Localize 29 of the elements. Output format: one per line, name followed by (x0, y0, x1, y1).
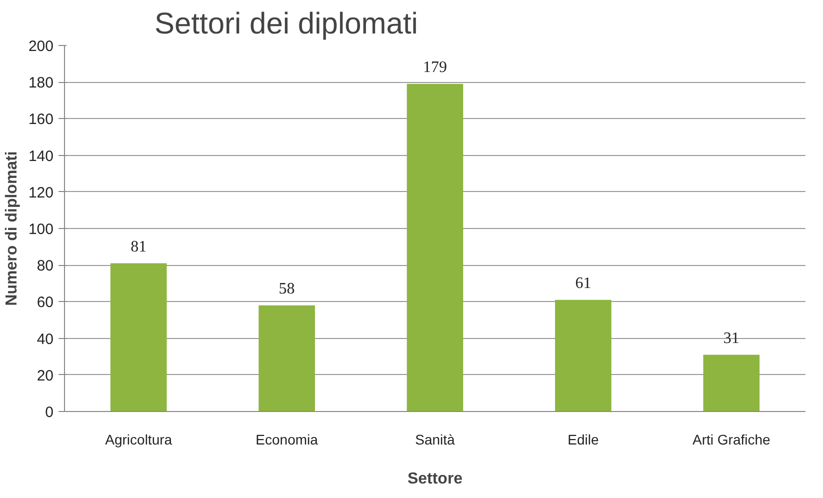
y-tick-label: 0 (45, 404, 54, 421)
chart-title: Settori dei diplomati (154, 8, 418, 40)
y-tick-label: 140 (28, 148, 54, 165)
y-axis-title: Numero di diplomati (3, 151, 20, 306)
data-label: 81 (130, 238, 147, 256)
bar (110, 263, 167, 412)
y-tick-label: 160 (28, 111, 54, 128)
y-tick-label: 60 (36, 294, 54, 312)
y-tick-label: 20 (36, 367, 54, 384)
x-axis-title: Settore (407, 470, 463, 488)
x-tick-label: Sanità (415, 432, 456, 448)
y-tick-label: 200 (28, 38, 54, 55)
x-tick-label: Edile (568, 432, 599, 448)
x-tick-label: Economia (256, 432, 318, 448)
bar (703, 354, 760, 412)
data-label: 58 (278, 280, 295, 298)
x-tick-label: Arti Grafiche (692, 432, 771, 448)
bar (555, 300, 612, 412)
y-tick-label: 120 (28, 184, 54, 202)
bar (258, 305, 315, 412)
data-label: 31 (723, 330, 740, 347)
data-label: 61 (575, 274, 592, 292)
x-tick-label: Agricoltura (105, 432, 172, 448)
y-tick-label: 40 (36, 330, 54, 348)
y-tick-label: 180 (28, 74, 54, 92)
y-tick-label: 100 (28, 221, 54, 238)
data-label: 179 (423, 58, 447, 76)
y-tick-label: 80 (36, 258, 54, 275)
bar (406, 84, 464, 412)
